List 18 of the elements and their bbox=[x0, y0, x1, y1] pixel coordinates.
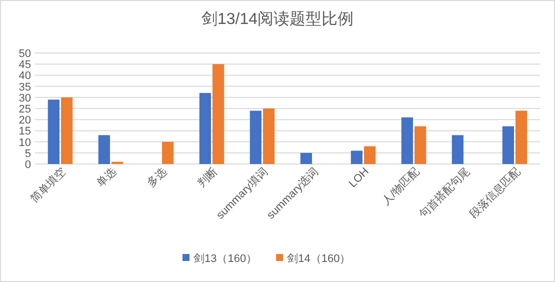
y-tick-label: 20 bbox=[18, 114, 31, 127]
y-tick-label: 0 bbox=[24, 159, 31, 171]
legend-label: 剑14（160） bbox=[287, 253, 351, 265]
y-tick-label: 40 bbox=[18, 70, 31, 82]
y-tick-label: 50 bbox=[18, 48, 31, 60]
y-tick-label: 35 bbox=[18, 81, 31, 94]
x-tick-label: 多选 bbox=[144, 164, 170, 190]
y-tick-label: 45 bbox=[18, 59, 31, 72]
y-tick-label: 10 bbox=[18, 136, 31, 149]
title: 剑13/14阅读题型比例 bbox=[201, 11, 354, 28]
y-tick-label: 30 bbox=[18, 92, 31, 104]
y-tick-label: 25 bbox=[18, 104, 31, 116]
x-tick-label: 人/物匹配 bbox=[380, 166, 422, 208]
legend-label: 剑13（160） bbox=[194, 253, 258, 265]
y-tick-label: 5 bbox=[24, 148, 31, 160]
x-tick-label: 判断 bbox=[195, 164, 220, 190]
x-tick-label: 单选 bbox=[94, 164, 119, 190]
y-tick-label: 15 bbox=[18, 126, 31, 138]
